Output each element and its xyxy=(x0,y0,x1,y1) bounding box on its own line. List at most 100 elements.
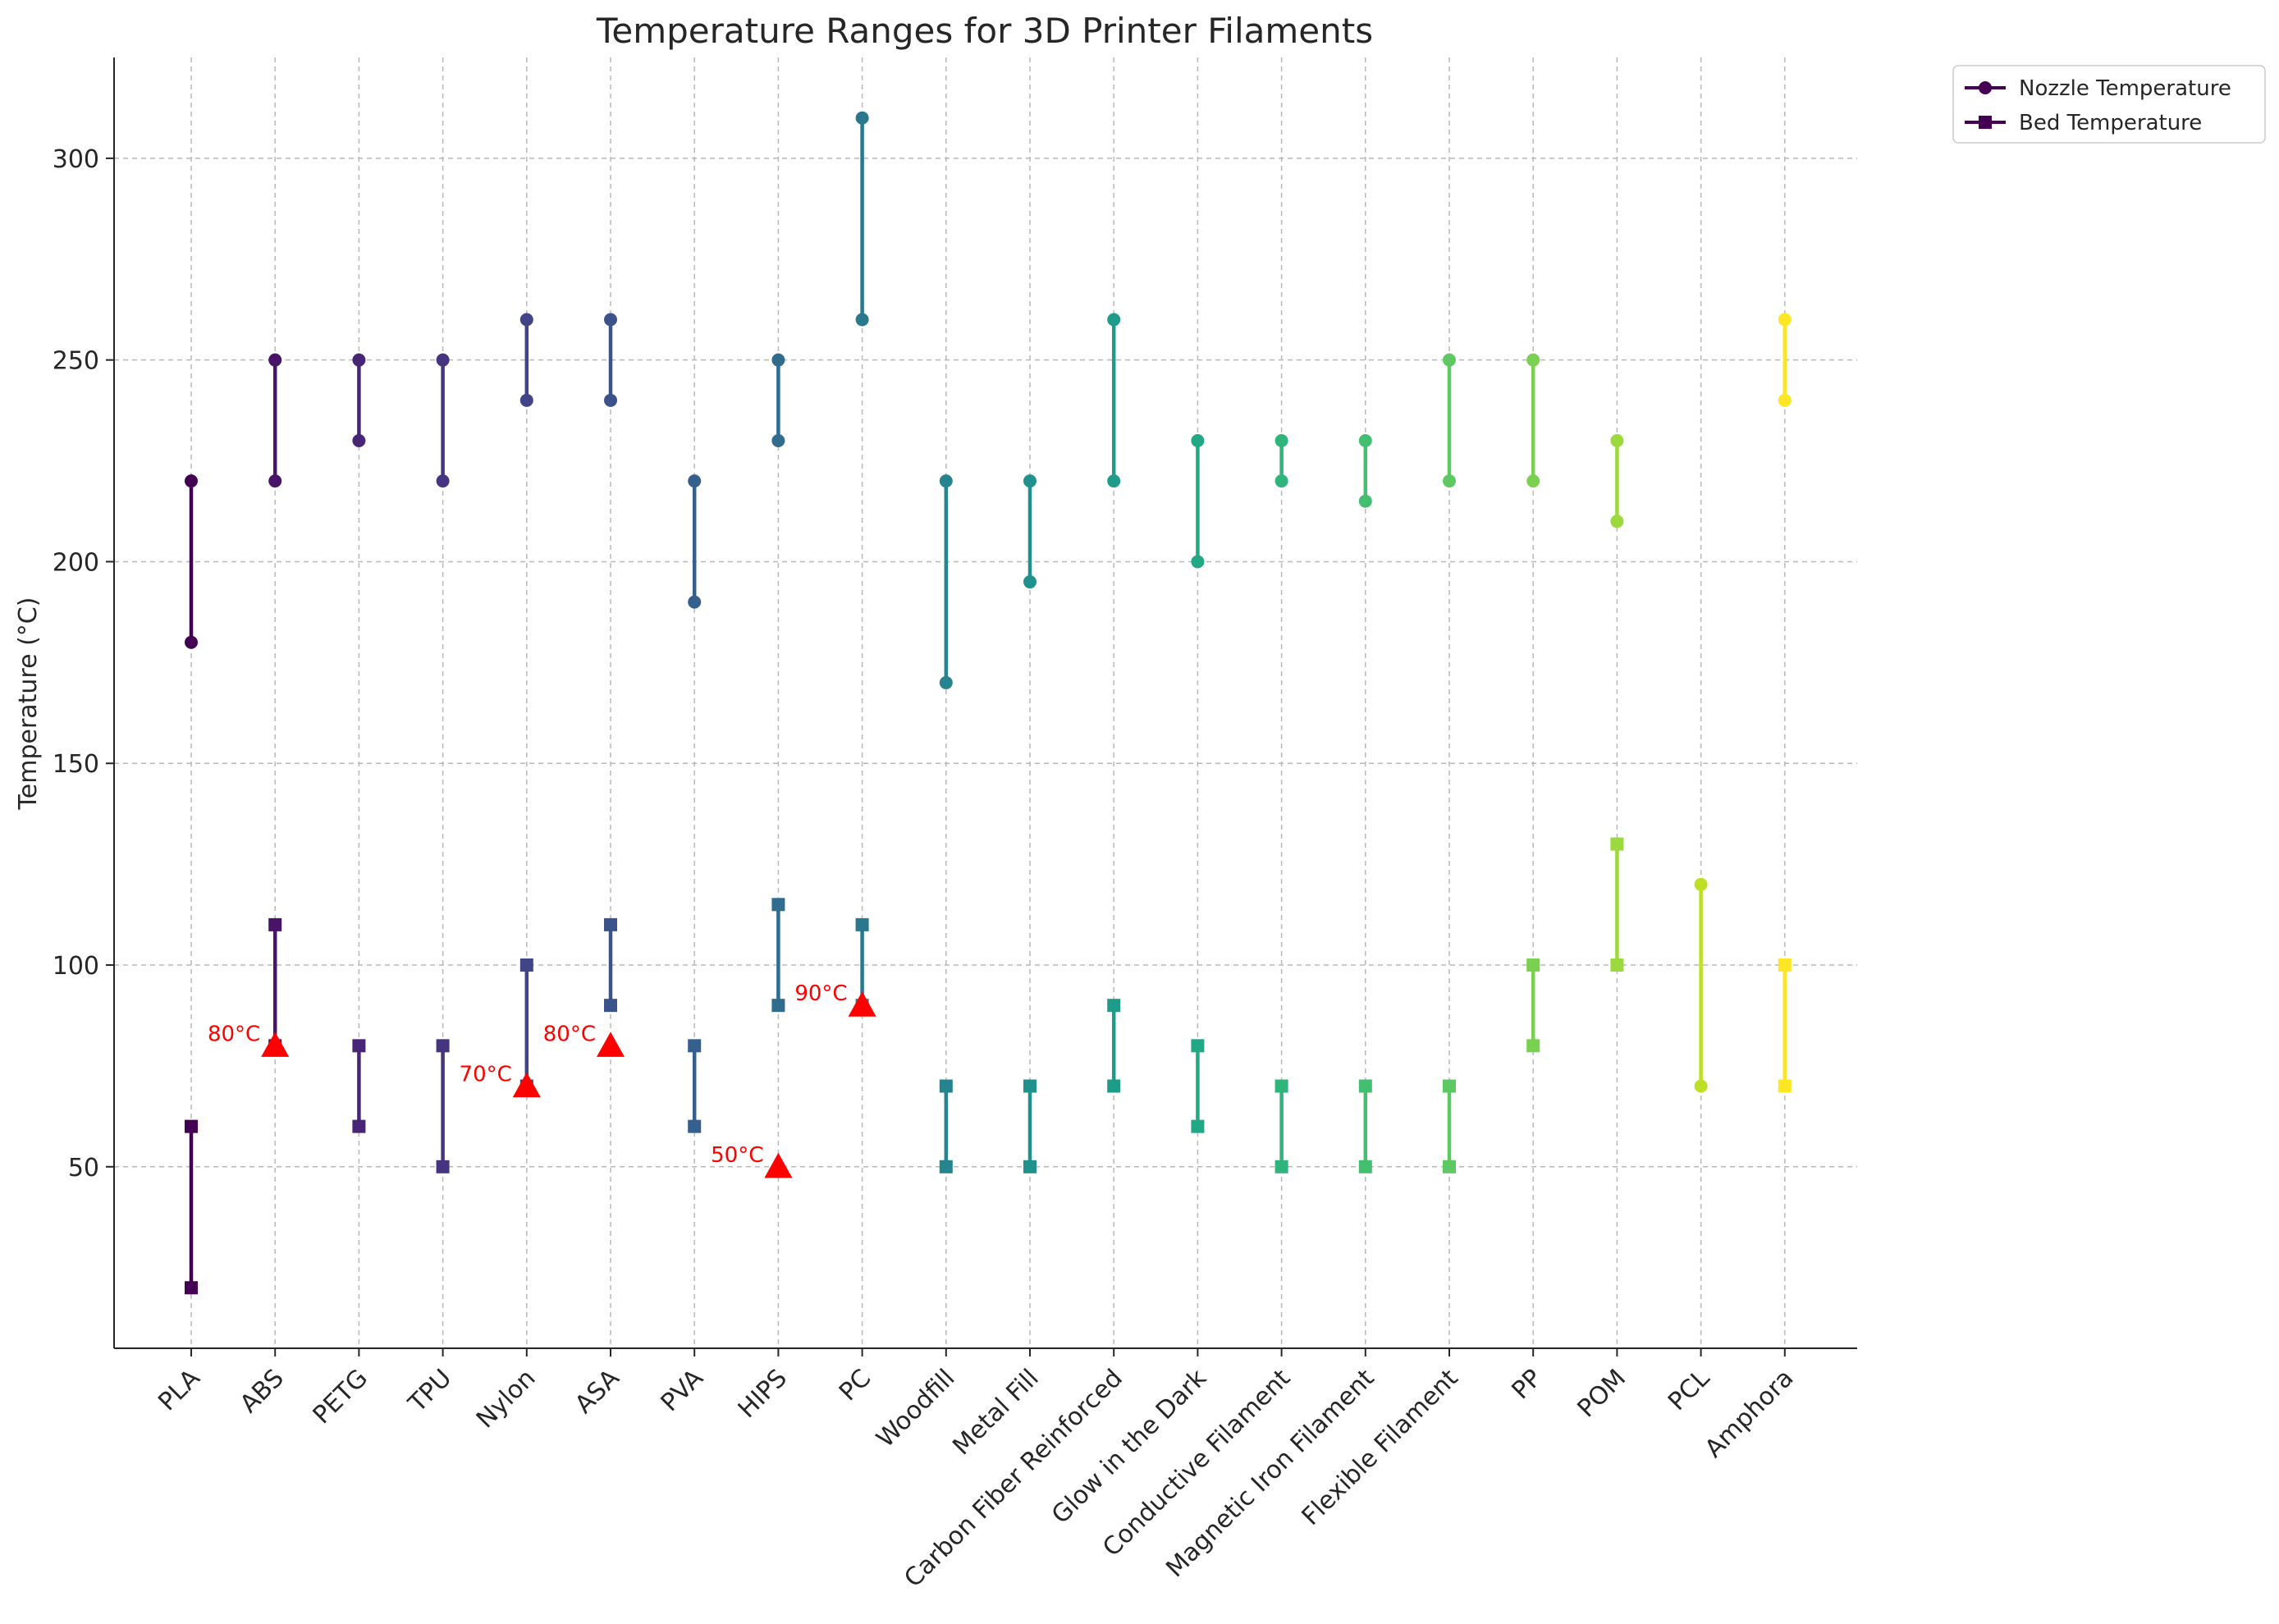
bed-min-point xyxy=(1610,958,1624,972)
nozzle-max-point xyxy=(185,474,198,488)
bed-max-point xyxy=(939,1079,953,1093)
x-tick-label: TPU xyxy=(403,1364,458,1419)
nozzle-min-point xyxy=(771,433,785,447)
grid xyxy=(114,57,1857,1348)
warning-triangle-icon xyxy=(261,1032,290,1057)
nozzle-max-point xyxy=(1275,433,1288,447)
nozzle-max-point xyxy=(1358,433,1372,447)
bed-min-point xyxy=(1358,1160,1372,1173)
bed-min-point xyxy=(352,1119,366,1133)
bed-max-point xyxy=(1610,837,1624,851)
bed-min-point xyxy=(604,999,617,1013)
x-tick-label: PETG xyxy=(308,1364,373,1430)
nozzle-max-point xyxy=(604,313,617,327)
bed-min-point xyxy=(1191,1119,1205,1133)
nozzle-max-point xyxy=(352,353,366,367)
x-tick-label: Flexible Filament xyxy=(1297,1364,1464,1531)
nozzle-min-point xyxy=(1275,474,1288,488)
bed-max-point xyxy=(1191,1039,1205,1053)
bed-max-point xyxy=(519,958,533,972)
y-tick-label: 300 xyxy=(53,145,99,174)
bed-max-point xyxy=(1526,958,1540,972)
warning-triangle-icon xyxy=(597,1032,625,1057)
legend-box xyxy=(1952,65,2266,144)
nozzle-max-point xyxy=(519,313,533,327)
nozzle-max-point xyxy=(436,353,450,367)
bed-max-point xyxy=(688,1039,702,1053)
x-tick-label: Glow in the Dark xyxy=(1046,1363,1213,1530)
nozzle-min-point xyxy=(1107,474,1121,488)
y-tick-label: 50 xyxy=(68,1154,99,1183)
warning-triangle-icon xyxy=(848,991,876,1017)
bed-max-point xyxy=(604,917,617,931)
x-tick-label: ABS xyxy=(235,1364,290,1419)
annotation-label: 50°C xyxy=(711,1143,763,1168)
bed-min-point xyxy=(1107,1079,1121,1093)
y-tick-label: 150 xyxy=(53,750,99,779)
bed-min-point xyxy=(185,1281,198,1295)
nozzle-max-point xyxy=(268,353,282,367)
bed-max-point xyxy=(352,1039,366,1053)
nozzle-max-point xyxy=(939,474,953,488)
legend-entry: Nozzle Temperature xyxy=(2019,76,2231,101)
y-tick-label: 250 xyxy=(53,347,99,376)
bed-min-point xyxy=(771,999,785,1013)
bed-max-point xyxy=(1023,1079,1037,1093)
x-tick-label: Amphora xyxy=(1700,1364,1800,1464)
nozzle-max-point xyxy=(1778,313,1792,327)
nozzle-min-point xyxy=(352,433,366,447)
legend-square-marker xyxy=(1979,116,1992,129)
nozzle-min-point xyxy=(604,393,617,407)
x-tick-label: POM xyxy=(1572,1364,1632,1424)
bed-min-point xyxy=(1778,1079,1792,1093)
nozzle-max-point xyxy=(1526,353,1540,367)
warning-triangle-icon xyxy=(512,1072,541,1098)
nozzle-min-point xyxy=(1358,494,1372,508)
x-tick-label: PP xyxy=(1507,1364,1548,1405)
annotations: 80°C 70°C 80°C 50°C 90°C xyxy=(208,981,876,1178)
axes: 50 100 150 200 250 300 PLA ABS PETG TPU Nylon ASA PV… xyxy=(53,57,1857,1593)
nozzle-max-point xyxy=(1107,313,1121,327)
bed-max-point xyxy=(1778,958,1792,972)
bed-min-point xyxy=(688,1119,702,1133)
nozzle-min-point xyxy=(268,474,282,488)
x-tick-label: HIPS xyxy=(733,1364,793,1424)
nozzle-min-point xyxy=(185,635,198,649)
plot-area xyxy=(185,111,1792,1295)
legend-entry: Bed Temperature xyxy=(2019,111,2202,135)
annotation-label: 90°C xyxy=(794,981,847,1006)
chart-title: Temperature Ranges for 3D Printer Filame… xyxy=(596,11,1373,51)
bed-max-point xyxy=(185,1119,198,1133)
nozzle-max-point xyxy=(688,474,702,488)
nozzle-min-point xyxy=(436,474,450,488)
x-tick-label: PCL xyxy=(1663,1364,1715,1416)
nozzle-max-point xyxy=(1443,353,1456,367)
nozzle-max-point xyxy=(855,111,869,125)
nozzle-max-point xyxy=(1610,433,1624,447)
x-tick-label: PC xyxy=(834,1364,876,1407)
bed-max-point xyxy=(1443,1079,1456,1093)
bed-max-point xyxy=(268,917,282,931)
nozzle-min-point xyxy=(1191,555,1205,569)
annotation-label: 80°C xyxy=(543,1022,596,1046)
annotation-label: 70°C xyxy=(460,1062,512,1086)
nozzle-max-point xyxy=(771,353,785,367)
nozzle-min-point xyxy=(1610,515,1624,528)
nozzle-max-point xyxy=(1191,433,1205,447)
x-tick-label: Nylon xyxy=(471,1364,541,1434)
nozzle-min-point xyxy=(939,675,953,689)
nozzle-max-point xyxy=(1694,877,1708,891)
nozzle-min-point xyxy=(1443,474,1456,488)
x-tick-label: PVA xyxy=(656,1364,710,1418)
nozzle-min-point xyxy=(1694,1079,1708,1093)
annotation-label: 80°C xyxy=(208,1022,260,1046)
legend: Nozzle Temperature Bed Temperature xyxy=(1952,65,2266,144)
bed-max-point xyxy=(436,1039,450,1053)
bed-min-point xyxy=(1443,1160,1456,1173)
nozzle-min-point xyxy=(519,393,533,407)
legend-circle-marker xyxy=(1979,81,1992,94)
warning-triangle-icon xyxy=(764,1152,793,1178)
bed-max-point xyxy=(1358,1079,1372,1093)
bed-min-point xyxy=(1526,1039,1540,1053)
